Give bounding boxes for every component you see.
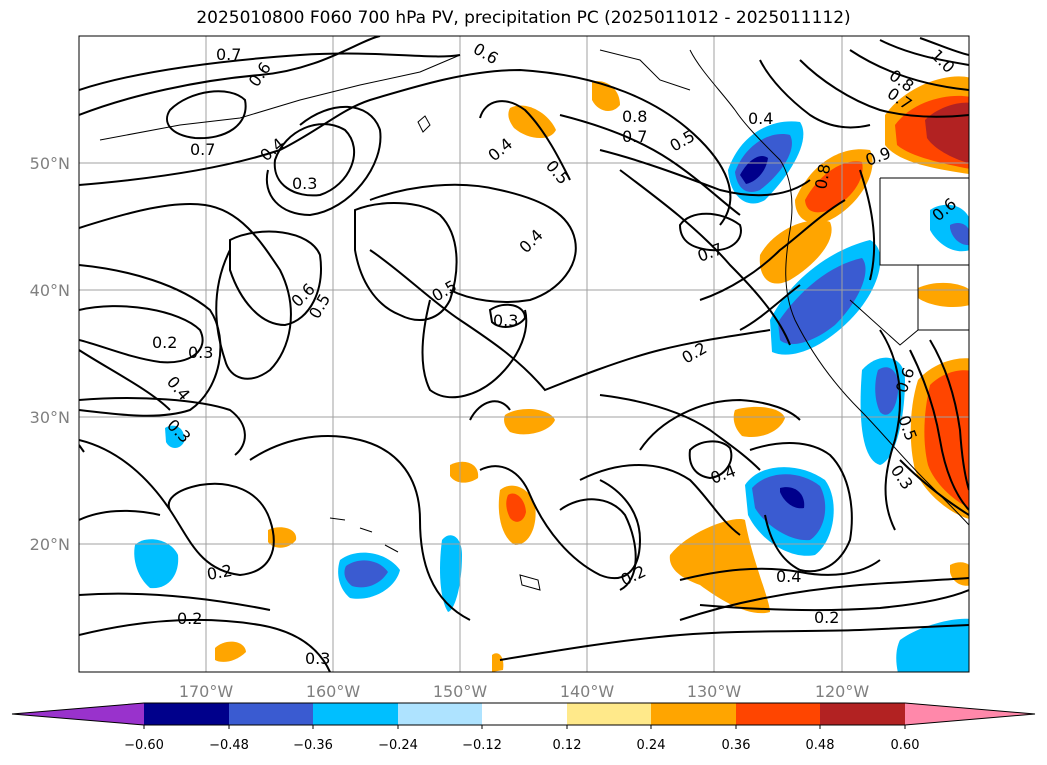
lon-label: 130°W xyxy=(687,682,742,701)
colorbar-tick-label: −0.48 xyxy=(209,738,249,753)
colorbar-segment xyxy=(820,703,905,725)
lon-label: 170°W xyxy=(179,682,234,701)
map-panel xyxy=(79,36,969,672)
colorbar-tick-label: −0.24 xyxy=(378,738,418,753)
lat-tick-labels: 50°N 40°N 30°N 20°N xyxy=(30,154,70,554)
contour-label: 0.3 xyxy=(493,311,518,330)
colorbar-segment xyxy=(736,703,820,725)
lon-label: 160°W xyxy=(306,682,361,701)
lon-label: 150°W xyxy=(433,682,488,701)
colorbar-segment xyxy=(229,703,313,725)
contour-label: 0.3 xyxy=(305,649,330,668)
colorbar-segment xyxy=(398,703,482,725)
lon-label: 120°W xyxy=(815,682,870,701)
contour-label: 0.7 xyxy=(622,127,647,146)
contour-label: 0.7 xyxy=(190,140,215,159)
colorbar-tick-label: −0.12 xyxy=(462,738,502,753)
colorbar-tick-label: 0.24 xyxy=(637,738,666,753)
colorbar-tick-label: −0.60 xyxy=(124,738,164,753)
colorbar-tick-label: 0.60 xyxy=(891,738,920,753)
lat-label: 30°N xyxy=(30,408,70,427)
contour-label: 0.2 xyxy=(152,333,177,352)
lat-label: 50°N xyxy=(30,154,70,173)
contour-label: 0.3 xyxy=(188,343,213,362)
colorbar-segment xyxy=(651,703,736,725)
lat-label: 40°N xyxy=(30,281,70,300)
gridlines xyxy=(79,36,969,672)
colorbar: −0.60 −0.48 −0.36 −0.24 −0.12 0.12 0.24 … xyxy=(11,702,1036,753)
coastlines xyxy=(99,49,969,591)
pv-contours xyxy=(79,36,969,672)
precip-pos-subtrop xyxy=(669,519,770,614)
colorbar-extend-low xyxy=(12,703,144,725)
chart-title: 2025010800 F060 700 hPa PV, precipitatio… xyxy=(196,8,851,28)
contour-label: 0.2 xyxy=(177,609,202,628)
colorbar-extend-high xyxy=(905,703,1035,725)
contour-label: 0.3 xyxy=(292,174,317,193)
colorbar-segment xyxy=(313,703,398,725)
colorbar-segment xyxy=(144,703,229,725)
contour-label: 0.8 xyxy=(811,162,834,190)
contour-label: 0.7 xyxy=(216,45,241,64)
colorbar-tick-label: 0.12 xyxy=(553,738,582,753)
lon-tick-labels: 170°W 160°W 150°W 140°W 130°W 120°W xyxy=(179,682,870,701)
contour-label: 0.2 xyxy=(814,608,839,627)
colorbar-segment xyxy=(567,703,651,725)
contour-label: 0.4 xyxy=(776,567,801,586)
colorbar-tick-label: 0.36 xyxy=(722,738,751,753)
contour-label: 0.4 xyxy=(748,109,773,128)
contour-label: 0.2 xyxy=(205,561,233,584)
lon-label: 140°W xyxy=(560,682,615,701)
colorbar-segment xyxy=(482,703,567,725)
lat-label: 20°N xyxy=(30,535,70,554)
contour-label: 0.8 xyxy=(622,107,647,126)
precip-pos-mid1 xyxy=(504,408,555,435)
colorbar-tick-label: −0.36 xyxy=(293,738,333,753)
map-frame xyxy=(78,35,970,673)
colorbar-tick-label: 0.48 xyxy=(806,738,835,753)
